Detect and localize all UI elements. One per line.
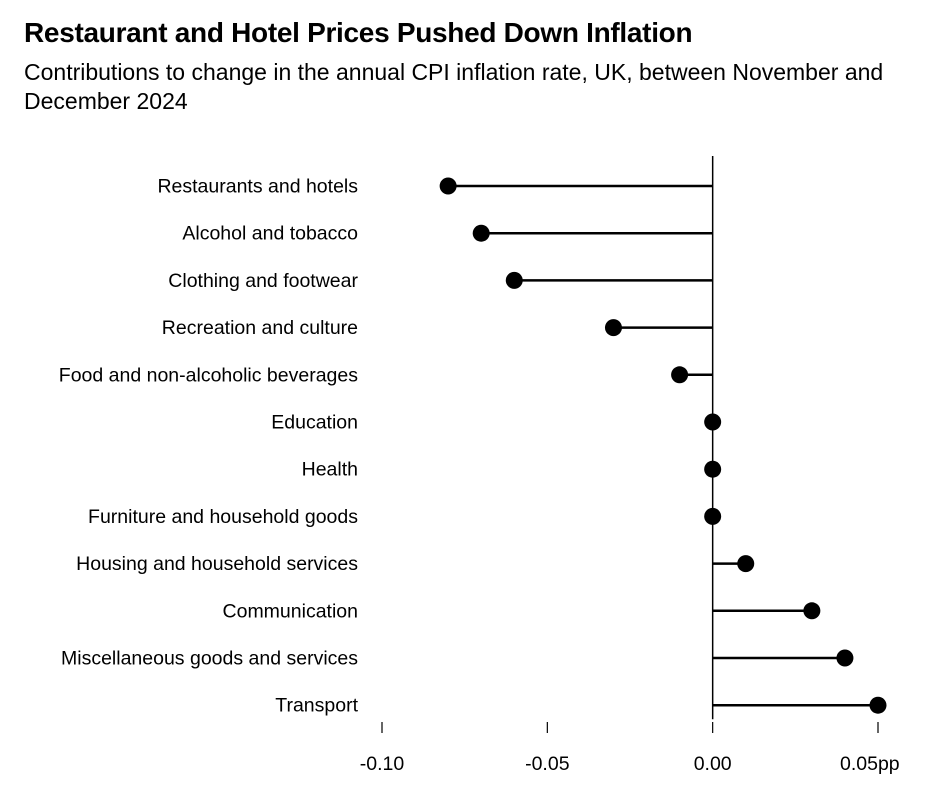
category-label: Housing and household services: [76, 553, 358, 575]
data-point: [704, 460, 722, 478]
category-label: Health: [302, 459, 358, 481]
category-label: Transport: [275, 695, 358, 717]
category-label: Recreation and culture: [162, 317, 358, 339]
chart-subtitle: Contributions to change in the annual CP…: [24, 59, 884, 114]
category-label: Food and non-alcoholic beverages: [59, 364, 358, 386]
category-label: Alcohol and tobacco: [182, 223, 358, 245]
data-point: [704, 413, 722, 431]
data-point: [869, 696, 887, 714]
data-point: [836, 649, 854, 667]
data-point: [439, 177, 457, 195]
x-tick-label: -0.05: [525, 753, 570, 775]
category-label: Restaurants and hotels: [157, 176, 358, 198]
x-tick-label: 0.00: [694, 753, 732, 775]
data-point: [704, 507, 722, 525]
category-labels: Restaurants and hotels Alcohol and tobacc…: [59, 176, 359, 717]
category-label: Clothing and footwear: [168, 270, 358, 292]
chart-title: Restaurant and Hotel Prices Pushed Down …: [24, 17, 693, 48]
category-label: Miscellaneous goods and services: [61, 648, 358, 670]
stems: [448, 184, 878, 707]
data-point: [803, 602, 821, 620]
data-point: [737, 555, 755, 573]
x-tick-label: 0.05pp: [840, 753, 900, 775]
data-point: [671, 366, 689, 384]
x-tick-label: -0.10: [360, 753, 405, 775]
category-label: Communication: [223, 600, 358, 622]
data-point: [472, 224, 490, 242]
data-point: [604, 319, 622, 337]
category-label: Furniture and household goods: [88, 506, 358, 528]
data-point: [505, 271, 523, 289]
category-label: Education: [271, 412, 358, 434]
x-axis: -0.10 -0.05 0.00 0.05pp: [360, 722, 900, 775]
dots: [439, 177, 887, 714]
